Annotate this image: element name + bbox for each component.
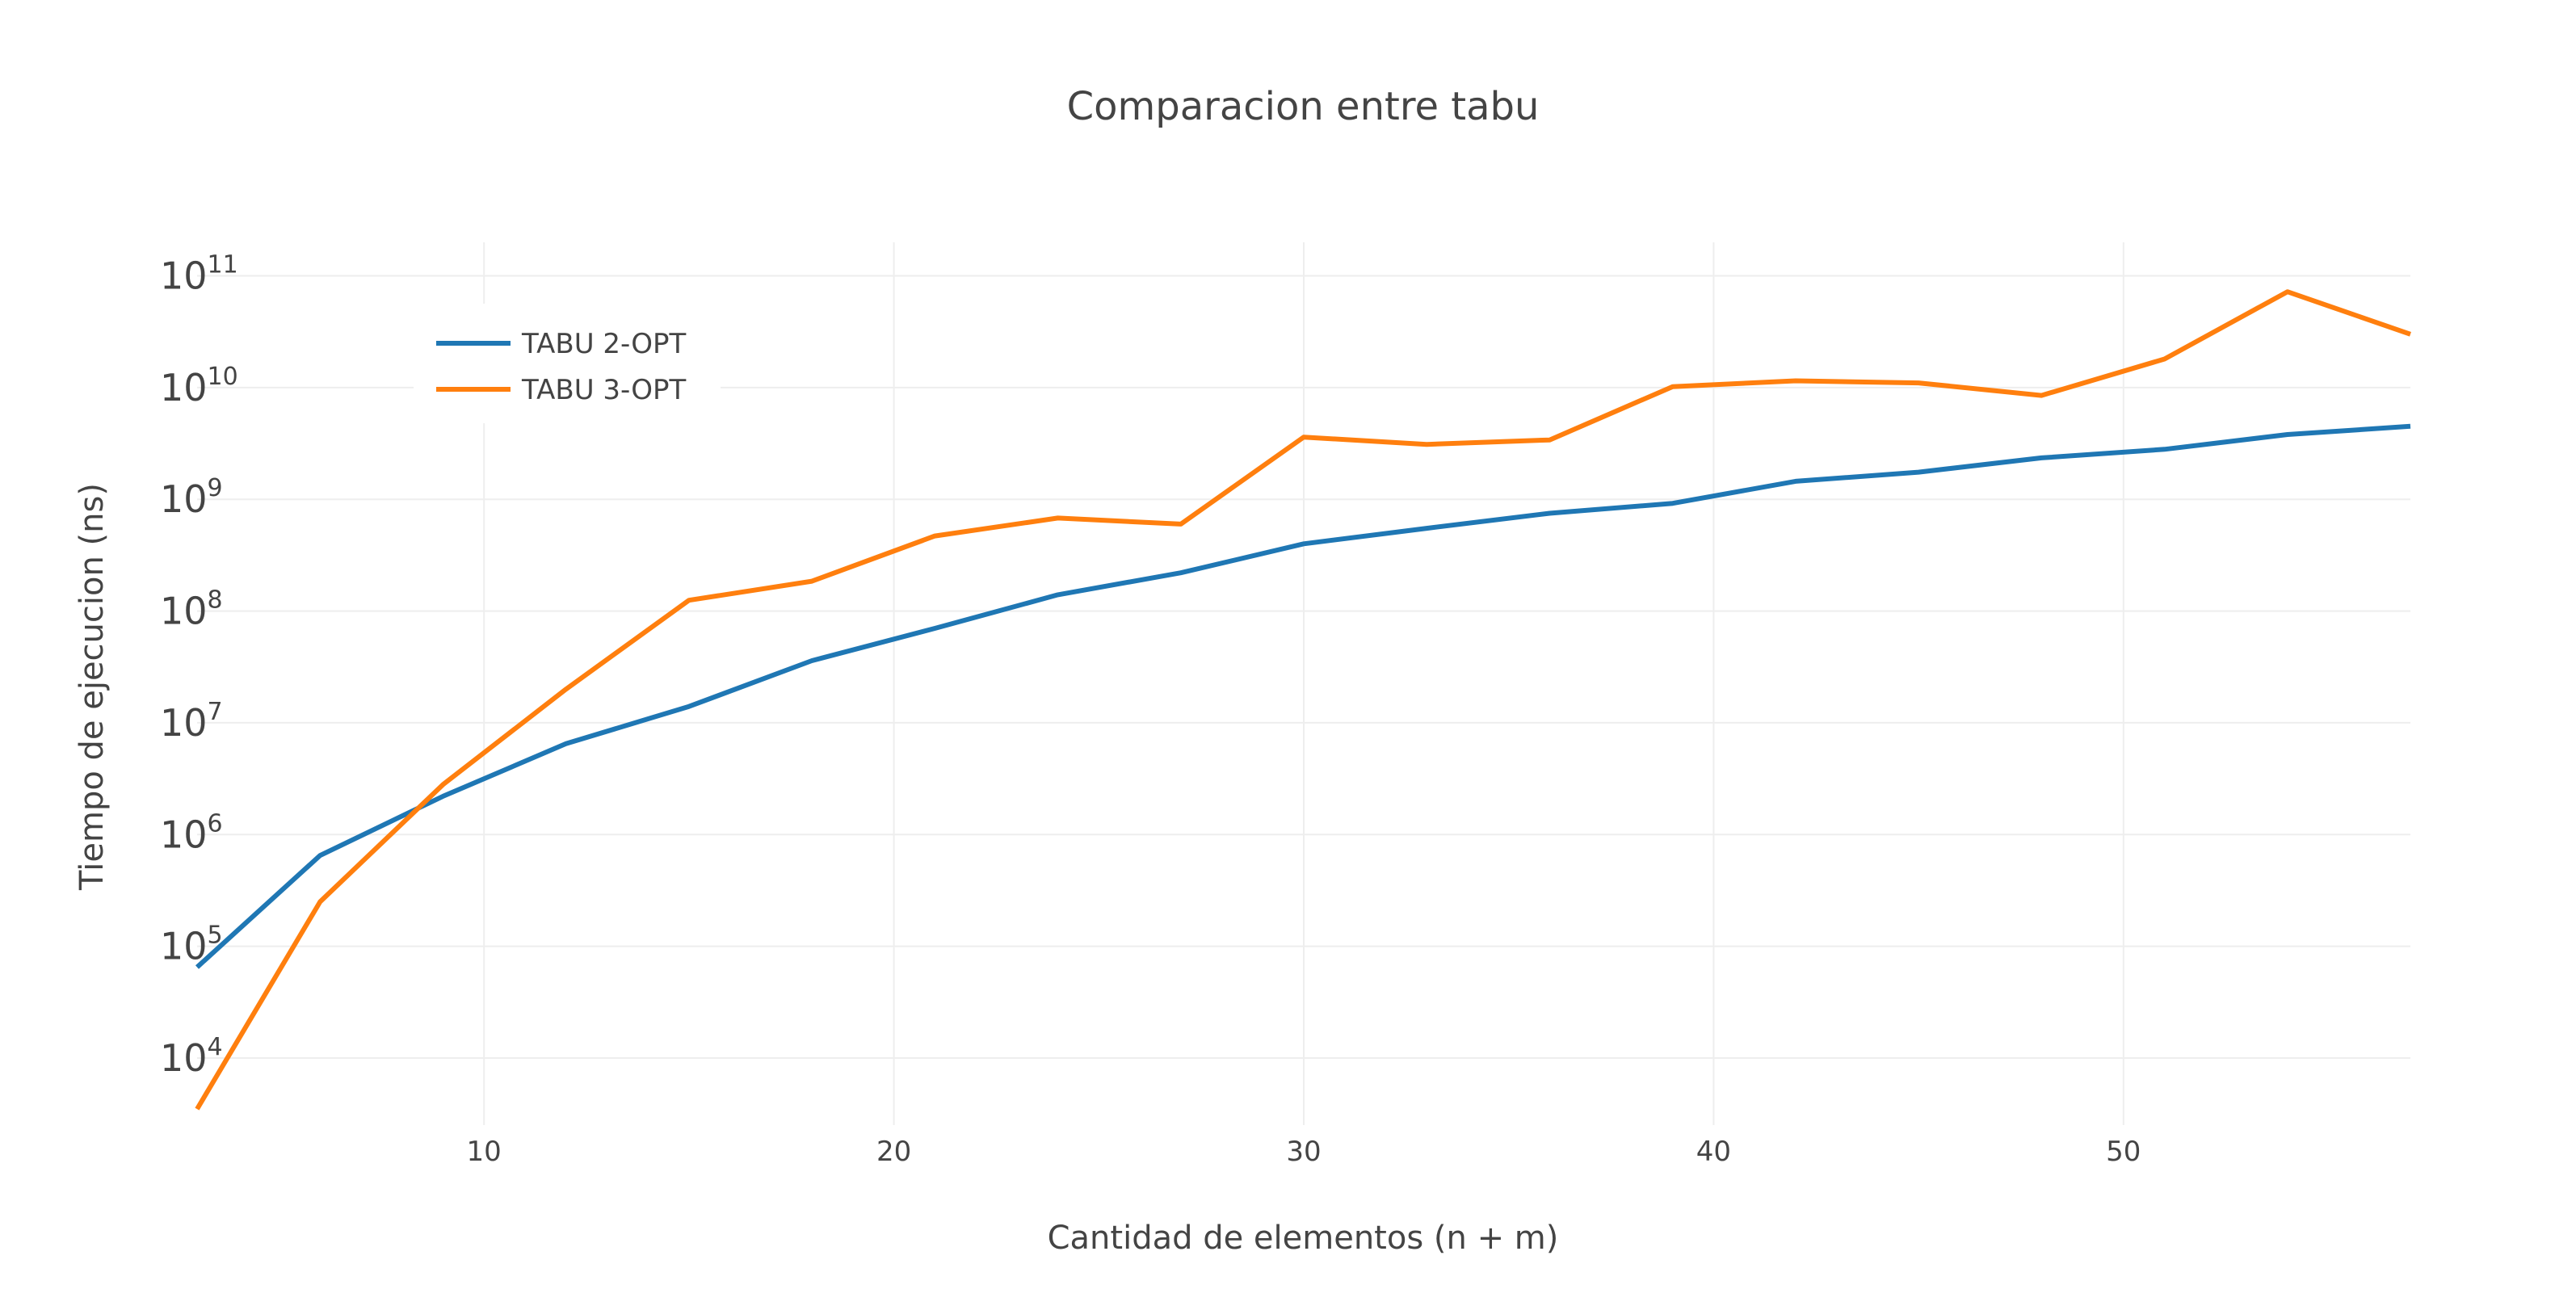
y-tick-exponent: 5 [208, 922, 223, 950]
y-tick-exponent: 10 [208, 363, 238, 391]
y-tick-label: 106 [160, 809, 223, 856]
y-tick-base: 10 [160, 366, 208, 409]
legend-item[interactable]: TABU 3-OPT [436, 374, 687, 406]
y-tick-base: 10 [160, 590, 208, 633]
y-tick-base: 10 [160, 477, 208, 521]
legend-background [414, 304, 721, 423]
y-tick-base: 10 [160, 254, 208, 298]
y-tick-label: 105 [160, 922, 223, 968]
x-axis-title: Cantidad de elementos (n + m) [1048, 1220, 1559, 1257]
y-tick-base: 10 [160, 925, 208, 968]
y-tick-exponent: 8 [208, 586, 223, 615]
y-tick-base: 10 [160, 813, 208, 856]
y-tick-exponent: 9 [208, 474, 223, 502]
y-tick-exponent: 6 [208, 809, 223, 838]
x-tick-label: 40 [1696, 1136, 1731, 1168]
y-tick-exponent: 4 [208, 1033, 223, 1061]
series-line-2 [195, 289, 2411, 1111]
chart-title: Comparacion entre tabu [1067, 84, 1540, 129]
x-tick-labels: 10 20 30 40 50 [467, 1136, 2141, 1168]
x-tick-label: 30 [1286, 1136, 1321, 1168]
y-tick-label: 1011 [160, 251, 238, 298]
series-line-1 [195, 423, 2411, 969]
y-tick-label: 104 [160, 1033, 223, 1080]
x-tick-label: 50 [2106, 1136, 2141, 1168]
x-tick-label: 10 [467, 1136, 502, 1168]
y-tick-label: 108 [160, 586, 223, 633]
y-tick-label: 107 [160, 698, 223, 745]
y-tick-base: 10 [160, 701, 208, 745]
y-tick-base: 10 [160, 1036, 208, 1080]
legend[interactable]: TABU 2-OPT TABU 3-OPT [414, 304, 721, 423]
y-tick-label: 1010 [160, 363, 238, 409]
x-tick-label: 20 [876, 1136, 911, 1168]
legend-item[interactable]: TABU 2-OPT [436, 328, 687, 360]
series-lines [195, 289, 2411, 1111]
y-tick-label: 109 [160, 474, 223, 521]
y-tick-exponent: 7 [208, 698, 223, 726]
legend-label: TABU 3-OPT [521, 374, 687, 406]
y-tick-exponent: 11 [208, 251, 238, 279]
y-axis-title: Tiempo de ejecucion (ns) [74, 483, 111, 891]
legend-label: TABU 2-OPT [521, 328, 687, 360]
